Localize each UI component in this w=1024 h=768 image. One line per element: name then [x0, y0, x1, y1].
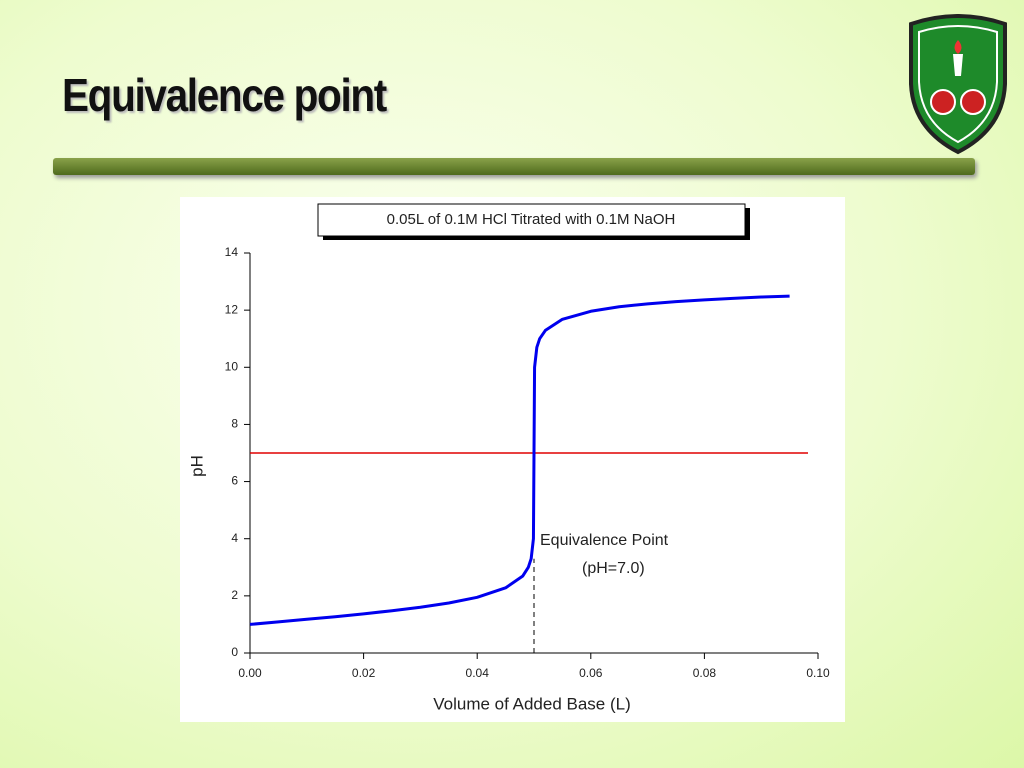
x-tick-label: 0.00: [238, 666, 262, 680]
slide-title: Equivalence point: [62, 69, 387, 121]
y-tick-label: 14: [225, 245, 239, 259]
logo: [909, 14, 1007, 155]
x-tick-label: 0.04: [466, 666, 490, 680]
y-tick-label: 12: [225, 302, 239, 316]
x-tick-label: 0.02: [352, 666, 376, 680]
data-line: [249, 294, 790, 626]
y-tick-label: 0: [231, 645, 238, 659]
divider-bar: [53, 158, 975, 175]
y-axis-label: pH: [187, 455, 206, 477]
y-tick-label: 2: [231, 588, 238, 602]
y-tick-label: 6: [231, 474, 238, 488]
x-tick-label: 0.08: [693, 666, 717, 680]
y-tick-label: 10: [225, 359, 239, 373]
chart: 0.05L of 0.1M HCl Titrated with 0.1M NaO…: [180, 197, 845, 722]
annotation: (pH=7.0): [582, 560, 645, 577]
x-tick-label: 0.06: [579, 666, 603, 680]
x-axis-label: Volume of Added Base (L): [433, 694, 631, 713]
chart-title: 0.05L of 0.1M HCl Titrated with 0.1M NaO…: [387, 211, 676, 228]
x-tick-label: 0.10: [806, 666, 830, 680]
y-tick-label: 4: [231, 531, 238, 545]
y-tick-label: 8: [231, 417, 238, 431]
annotation: Equivalence Point: [540, 532, 669, 549]
